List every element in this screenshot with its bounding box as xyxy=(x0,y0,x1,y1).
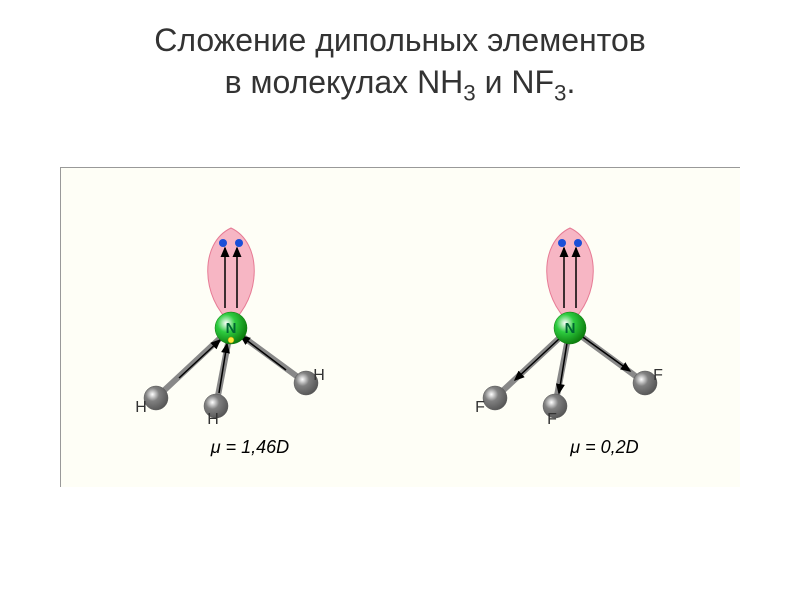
svg-text:F: F xyxy=(547,411,557,428)
title-mid: и NF xyxy=(476,64,554,100)
page-title: Сложение дипольных элементов в молекулах… xyxy=(0,0,800,107)
svg-text:N: N xyxy=(225,320,236,337)
molecule-nf3: F F F Nμ = 0,2D xyxy=(420,188,720,468)
svg-text:F: F xyxy=(475,399,485,416)
svg-text:H: H xyxy=(135,399,147,416)
title-sub2: 3 xyxy=(554,80,566,105)
molecule-nh3: H H H Nμ = 1,46D xyxy=(81,188,381,468)
mu-label: μ = 0,2D xyxy=(570,437,638,458)
diagram-panel: H H H Nμ = 1,46D F F F Nμ = 0,2D xyxy=(60,167,740,487)
title-sub1: 3 xyxy=(463,80,475,105)
title-end: . xyxy=(567,64,576,100)
title-line2-a: в молекулах NH xyxy=(225,64,464,100)
mu-label: μ = 1,46D xyxy=(211,437,289,458)
svg-text:H: H xyxy=(313,367,325,384)
svg-text:H: H xyxy=(207,411,219,428)
title-line1: Сложение дипольных элементов xyxy=(154,22,646,58)
svg-text:N: N xyxy=(565,320,576,337)
svg-text:F: F xyxy=(653,367,663,384)
